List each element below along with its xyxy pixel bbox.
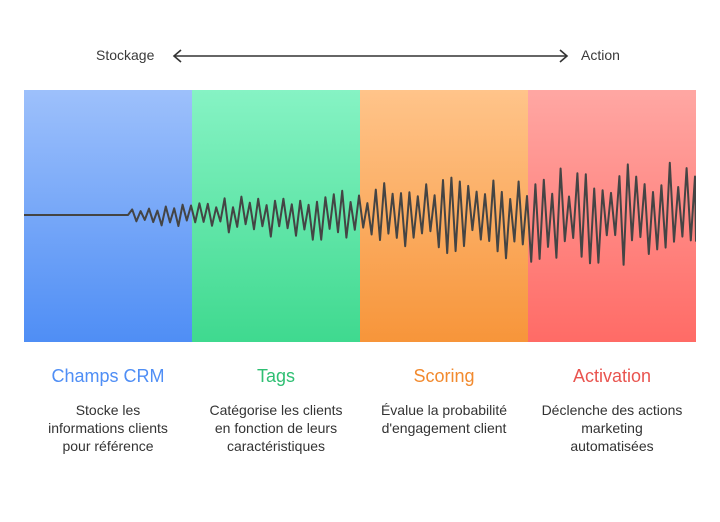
stage-title: Champs CRM [51, 366, 165, 386]
signal-waveform [24, 161, 696, 266]
stage-title: Activation [572, 366, 652, 386]
signal-waveform-line [24, 161, 696, 266]
axis-start-label: Stockage [96, 47, 155, 63]
stage-bands [24, 90, 696, 342]
stage-title: Tags [256, 366, 296, 386]
stage-description: Catégorise les clients en fonction de le… [209, 402, 343, 454]
stage-champs-crm: Champs CRM Stocke les informations clien… [24, 366, 192, 455]
stage-tags: Tags Catégorise les clients en fonction … [192, 366, 360, 455]
stage-scoring: Scoring Évalue la probabilité d'engageme… [360, 366, 528, 437]
axis-end-label: Action [581, 47, 620, 63]
stage-title: Scoring [413, 366, 475, 386]
stage-description: Évalue la probabilité d'engagement clien… [380, 402, 508, 436]
axis-double-arrow [172, 49, 569, 63]
stage-description: Déclenche des actions marketing automati… [541, 402, 683, 454]
stage-description: Stocke les informations clients pour réf… [48, 402, 168, 454]
stage-activation: Activation Déclenche des actions marketi… [528, 366, 696, 455]
